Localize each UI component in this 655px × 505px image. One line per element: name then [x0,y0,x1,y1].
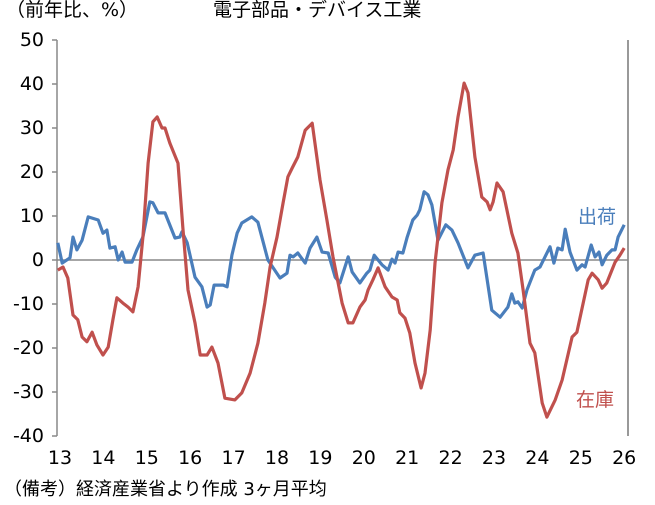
y-tick-label: -40 [12,425,44,447]
x-tick-label: 18 [264,447,290,469]
x-tick-label: 16 [178,447,203,469]
x-tick-label: 20 [351,447,376,469]
y-tick-label: -20 [12,337,44,359]
x-tick-label: 21 [395,447,420,469]
chart-title: 電子部品・デバイス工業 [213,0,422,21]
x-tick-label: 23 [481,447,507,469]
y-tick-label: 20 [19,161,44,183]
x-tick-label: 15 [134,447,159,469]
x-tick-label: 25 [568,447,593,469]
x-tick-label: 22 [438,447,463,469]
x-tick-label: 14 [91,447,116,469]
x-tick-label: 26 [612,447,637,469]
y-tick-label: 0 [31,249,44,271]
y-tick-label: 30 [19,117,44,139]
y-tick-label: -10 [12,293,44,315]
x-tick-label: 24 [525,447,550,469]
y-tick-label: 10 [19,205,44,227]
y-tick-label: 40 [19,73,44,95]
series-line-inventory [56,81,626,419]
source-note: （備考）経済産業省より作成 3ヶ月平均 [4,479,327,500]
x-tick-label: 17 [221,447,246,469]
x-tick-label: 19 [308,447,333,469]
x-tick-label: 13 [47,447,73,469]
legend-shipments: 出荷 [578,206,617,228]
y-tick-label: -30 [12,381,44,403]
y-tick-label: 50 [19,29,44,51]
y-axis-unit-label: （前年比、%） [6,0,139,21]
legend-inventory: 在庫 [576,389,615,411]
